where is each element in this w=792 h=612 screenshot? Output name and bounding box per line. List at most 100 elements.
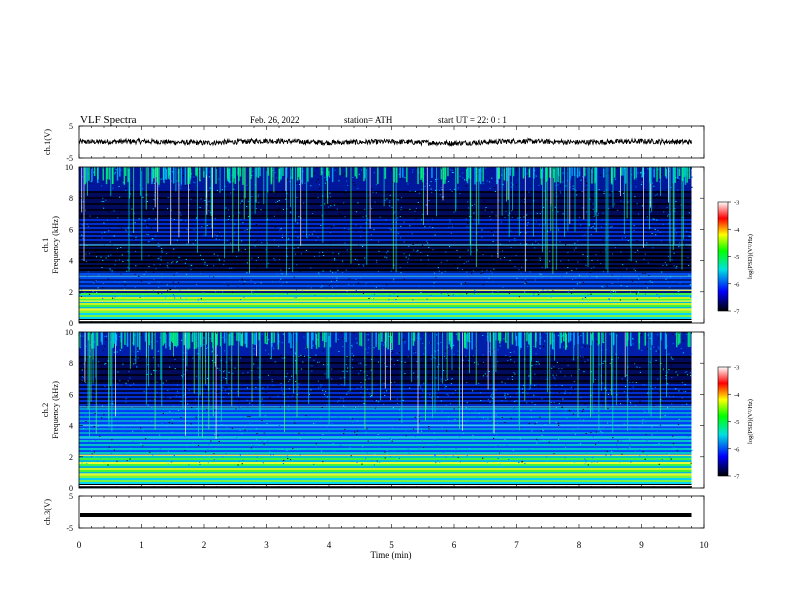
noise-dot — [241, 201, 243, 202]
top-strip — [573, 332, 575, 346]
noise-dot — [436, 445, 438, 447]
noise-dot — [584, 292, 586, 294]
noise-dot — [241, 463, 243, 465]
noise-dot — [201, 258, 203, 260]
top-strip — [493, 332, 495, 349]
top-strip — [91, 167, 93, 182]
noise-dot — [653, 185, 655, 187]
noise-dot — [347, 391, 349, 393]
noise-dot — [146, 201, 148, 202]
noise-dot — [191, 381, 193, 383]
noise-dot — [403, 241, 405, 243]
noise-dot — [592, 226, 594, 228]
top-strip — [497, 332, 500, 341]
noise-dot — [420, 428, 423, 430]
noise-dot — [691, 186, 693, 188]
noise-dot — [509, 352, 512, 353]
noise-dot — [396, 352, 398, 354]
noise-dot — [577, 240, 579, 242]
noise-dot — [246, 262, 248, 264]
noise-dot — [286, 293, 288, 295]
noise-dot — [318, 255, 320, 257]
noise-dot — [219, 411, 222, 413]
noise-dot — [630, 281, 632, 282]
noise-dot — [642, 196, 644, 198]
frequency-band — [79, 183, 692, 186]
noise-dot — [346, 370, 348, 372]
top-strip — [113, 332, 116, 344]
noise-dot — [237, 391, 239, 393]
noise-dot — [234, 367, 236, 369]
noise-dot — [482, 436, 484, 438]
noise-dot — [526, 224, 528, 226]
noise-dot — [596, 341, 598, 343]
noise-dot — [79, 347, 81, 349]
frequency-band — [79, 418, 692, 421]
noise-dot — [524, 198, 526, 200]
noise-dot — [447, 379, 449, 380]
noise-dot — [107, 449, 109, 451]
noise-dot — [451, 378, 453, 380]
noise-dot — [287, 405, 289, 407]
noise-dot — [411, 171, 414, 173]
top-strip — [622, 167, 624, 176]
noise-dot — [631, 280, 633, 282]
noise-dot — [324, 203, 326, 205]
noise-dot — [343, 202, 345, 204]
noise-dot — [107, 253, 109, 255]
noise-dot — [257, 196, 259, 198]
top-strip — [79, 332, 81, 348]
top-strip — [170, 332, 173, 342]
noise-dot — [116, 460, 118, 462]
noise-dot — [657, 351, 660, 353]
noise-dot — [286, 254, 288, 256]
noise-dot — [180, 214, 182, 216]
noise-dot — [652, 388, 654, 390]
noise-dot — [180, 400, 182, 402]
top-strip — [408, 332, 410, 350]
noise-dot — [644, 253, 646, 255]
noise-dot — [601, 286, 603, 287]
top-strip — [496, 167, 498, 185]
top-strip — [633, 167, 636, 180]
noise-dot — [267, 374, 270, 376]
noise-dot — [319, 438, 322, 439]
noise-dot — [167, 266, 169, 268]
noise-dot — [382, 288, 384, 290]
noise-dot — [440, 262, 442, 264]
frequency-band — [79, 414, 692, 417]
top-strip — [296, 167, 299, 181]
noise-dot — [274, 226, 277, 228]
noise-dot — [111, 244, 113, 246]
noise-dot — [353, 182, 355, 183]
top-strip — [100, 332, 103, 342]
top-strip — [487, 332, 489, 342]
colorbar-tick-label: -6 — [734, 281, 740, 288]
noise-dot — [246, 387, 248, 389]
top-strip — [526, 332, 528, 342]
noise-dot — [202, 259, 204, 261]
noise-dot — [508, 240, 510, 242]
noise-dot — [569, 392, 571, 394]
noise-dot — [531, 365, 533, 367]
noise-dot — [135, 239, 137, 241]
noise-dot — [430, 275, 433, 277]
top-strip — [676, 332, 678, 348]
top-strip — [246, 332, 248, 341]
noise-dot — [301, 290, 303, 292]
y-tick-label: 6 — [69, 390, 73, 399]
noise-dot — [571, 270, 573, 271]
noise-dot — [484, 209, 486, 211]
noise-dot — [689, 372, 691, 374]
noise-dot — [209, 275, 211, 277]
noise-dot — [457, 426, 459, 427]
noise-dot — [197, 299, 199, 301]
frequency-band — [79, 235, 692, 238]
noise-dot — [378, 446, 380, 448]
noise-dot — [568, 258, 570, 260]
noise-dot — [341, 272, 344, 274]
noise-dot — [453, 223, 455, 225]
noise-dot — [671, 265, 673, 267]
noise-dot — [228, 215, 230, 217]
noise-dot — [377, 361, 380, 363]
